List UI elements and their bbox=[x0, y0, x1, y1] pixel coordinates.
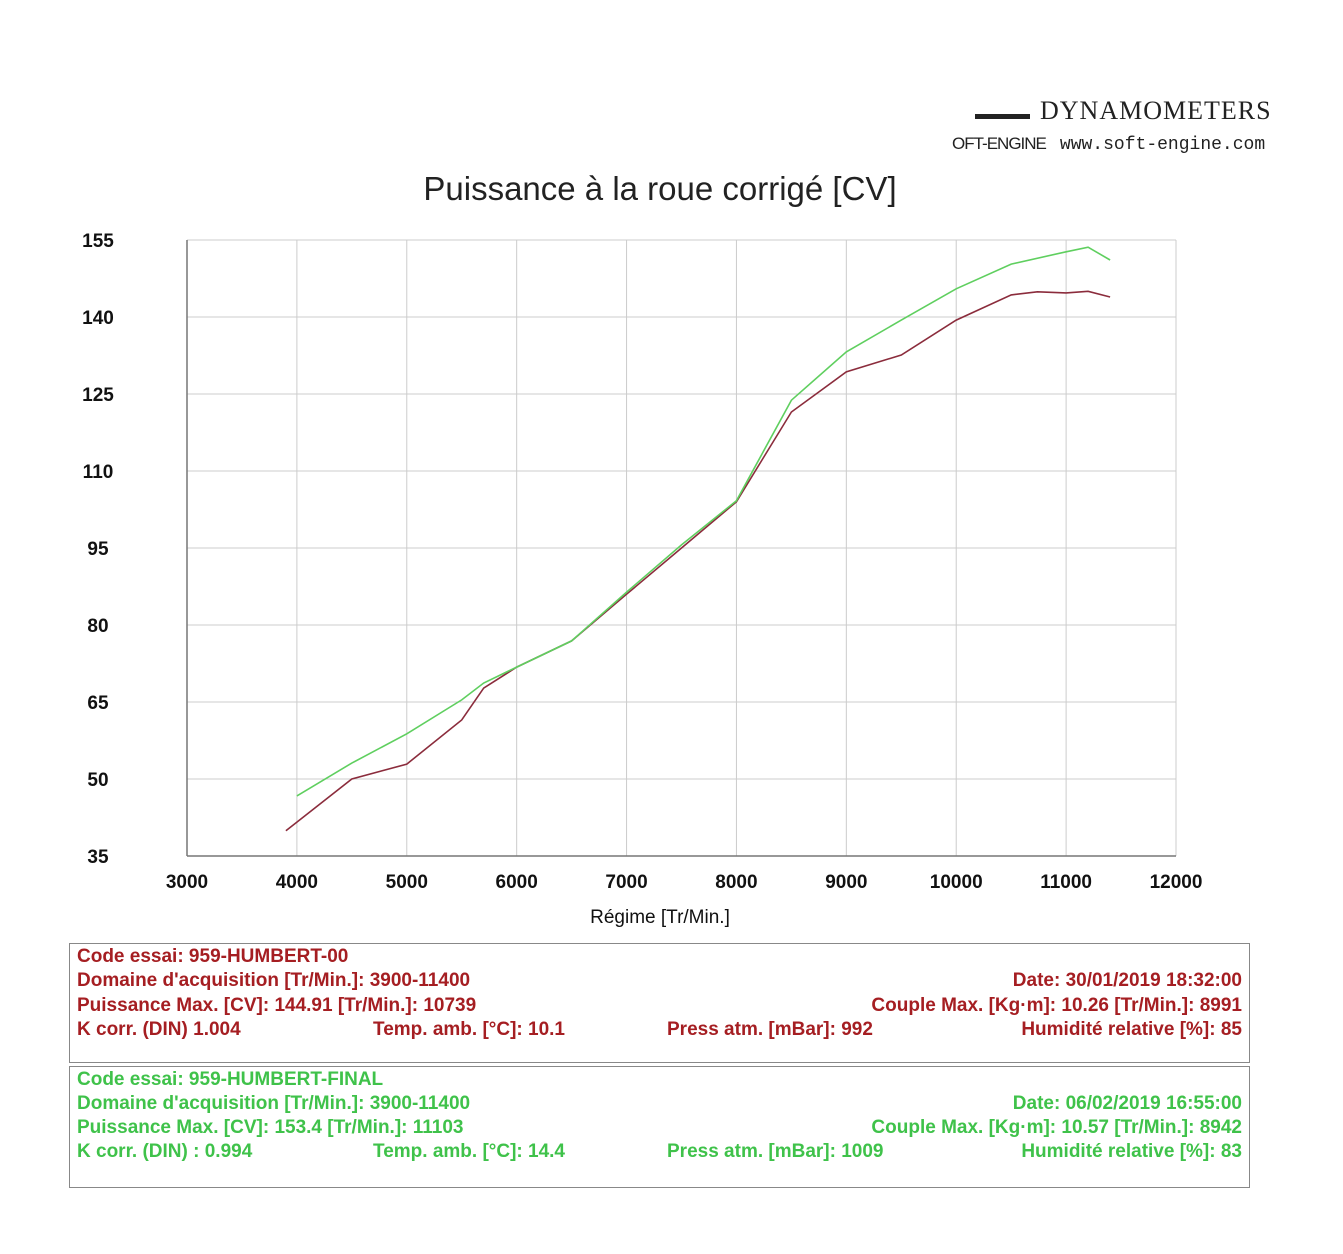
x-tick-label: 4000 bbox=[276, 872, 318, 893]
x-tick-label: 11000 bbox=[1040, 872, 1092, 893]
test-code: Code essai: 959-HUMBERT-FINAL bbox=[77, 1069, 384, 1090]
x-tick-label: 7000 bbox=[605, 872, 647, 893]
test-humidity: Humidité relative [%]: 83 bbox=[1021, 1141, 1242, 1162]
test-torque-max: Couple Max. [Kg·m]: 10.57 [Tr/Min.]: 894… bbox=[871, 1117, 1242, 1138]
y-tick-label: 125 bbox=[82, 385, 114, 406]
logo-brand: OFT-ENGINE bbox=[952, 134, 1047, 153]
chart-title: Puissance à la roue corrigé [CV] bbox=[423, 170, 896, 207]
logo-bar bbox=[975, 114, 1030, 119]
test-kcorr: K corr. (DIN) : 0.994 bbox=[77, 1141, 253, 1162]
test-press: Press atm. [mBar]: 992 bbox=[667, 1019, 873, 1040]
y-tick-label: 110 bbox=[83, 462, 114, 483]
test-domain: Domaine d'acquisition [Tr/Min.]: 3900-11… bbox=[77, 1093, 471, 1114]
test-date: Date: 30/01/2019 18:32:00 bbox=[1012, 970, 1242, 991]
y-tick-label: 155 bbox=[82, 231, 114, 252]
test-power-max: Puissance Max. [CV]: 144.91 [Tr/Min.]: 1… bbox=[77, 995, 477, 1016]
test-temp: Temp. amb. [°C]: 14.4 bbox=[373, 1141, 566, 1162]
x-tick-label: 5000 bbox=[386, 872, 428, 893]
test-info-box-1: Code essai: 959-HUMBERT-00 Domaine d'acq… bbox=[69, 943, 1250, 1063]
x-axis-label: Régime [Tr/Min.] bbox=[590, 907, 730, 928]
test-press: Press atm. [mBar]: 1009 bbox=[667, 1141, 884, 1162]
test-temp: Temp. amb. [°C]: 10.1 bbox=[373, 1019, 566, 1040]
logo-title: DYNAMOMETERS bbox=[1040, 96, 1272, 125]
series-line-2 bbox=[296, 246, 1111, 797]
test-power-max: Puissance Max. [CV]: 153.4 [Tr/Min.]: 11… bbox=[77, 1117, 464, 1138]
test-torque-max: Couple Max. [Kg·m]: 10.26 [Tr/Min.]: 899… bbox=[871, 995, 1242, 1016]
x-tick-label: 3000 bbox=[166, 872, 208, 893]
logo-subtitle: OFT-ENGINE www.soft-engine.com bbox=[952, 134, 1265, 155]
test-kcorr: K corr. (DIN) 1.004 bbox=[77, 1019, 241, 1040]
y-tick-label: 35 bbox=[87, 847, 109, 868]
x-tick-label: 6000 bbox=[496, 872, 538, 893]
x-tick-label: 10000 bbox=[930, 872, 983, 893]
x-tick-label: 9000 bbox=[825, 872, 867, 893]
y-tick-label: 65 bbox=[87, 693, 109, 714]
test-humidity: Humidité relative [%]: 85 bbox=[1021, 1019, 1242, 1040]
test-date: Date: 06/02/2019 16:55:00 bbox=[1012, 1093, 1242, 1114]
y-tick-label: 140 bbox=[82, 308, 114, 329]
power-chart: Puissance à la roue corrigé [CV] 3000 4000… bbox=[82, 170, 1203, 928]
y-tick-label: 95 bbox=[87, 539, 109, 560]
test-domain: Domaine d'acquisition [Tr/Min.]: 3900-11… bbox=[77, 970, 471, 991]
y-tick-label: 50 bbox=[87, 770, 108, 791]
x-tick-label: 12000 bbox=[1150, 872, 1203, 893]
x-tick-label: 8000 bbox=[715, 872, 757, 893]
test-code: Code essai: 959-HUMBERT-00 bbox=[77, 946, 349, 967]
series-line-1 bbox=[285, 290, 1111, 832]
y-tick-label: 80 bbox=[87, 616, 108, 637]
logo-url: www.soft-engine.com bbox=[1059, 135, 1266, 155]
test-info-box-2: Code essai: 959-HUMBERT-FINAL Domaine d'… bbox=[69, 1066, 1250, 1188]
